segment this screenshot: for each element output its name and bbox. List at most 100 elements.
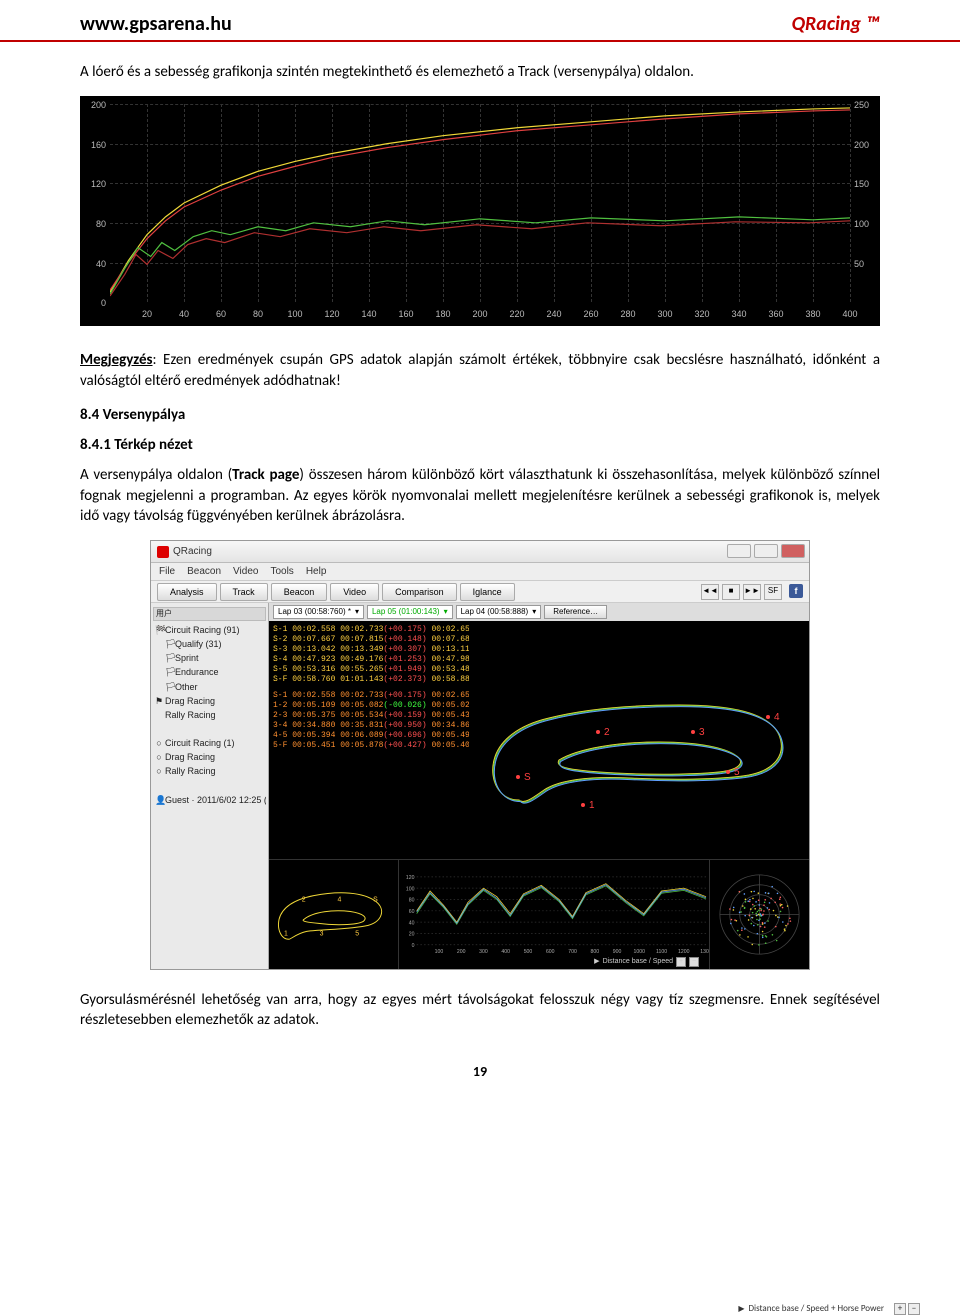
para841-b: Track page [232,466,299,484]
lap-select-1[interactable]: Lap 05 (01:00:143)▾ [367,605,453,619]
page-content: A lóerő és a sebesség grafikonja szintén… [0,42,960,1055]
qracing-screenshot: QRacing FileBeaconVideoToolsHelp Analysi… [150,540,810,970]
section-841-paragraph: A versenypálya oldalon (Track page) össz… [80,465,880,526]
speed-chart: 0204060801001201002003004005006007008009… [399,860,709,969]
chart1-zoom-out-button[interactable]: − [908,1303,920,1315]
svg-text:1300: 1300 [700,949,709,955]
speedchart-zoom-in[interactable]: + [676,957,686,967]
chart1-legend: ▶ Distance base / Speed + Horse Power + … [738,1303,920,1315]
note-text: : Ezen eredmények csupán GPS adatok alap… [80,351,880,389]
tree-node[interactable]: 🏳Endurance [153,665,266,679]
window-title: QRacing [173,545,803,559]
svg-text:3: 3 [320,930,324,937]
section-8-4-1: 8.4.1 Térkép nézet [80,435,880,455]
note-paragraph: Megjegyzés: Ezen eredmények csupán GPS a… [80,350,880,391]
svg-text:800: 800 [590,949,599,955]
para841-a: A versenypálya oldalon ( [80,466,232,484]
svg-text:0: 0 [412,943,415,949]
facebook-icon[interactable]: f [789,584,803,598]
svg-text:2: 2 [604,727,610,738]
tab-comparison[interactable]: Comparison [382,583,457,601]
svg-text:1: 1 [284,930,288,937]
chart1-zoom-in-button[interactable]: + [894,1303,906,1315]
tree-node[interactable]: Rally Racing [153,708,266,722]
page-header: www.gpsarena.hu QRacing ™ [0,0,960,42]
app-icon [157,546,169,558]
menu-help[interactable]: Help [306,565,327,578]
playback-button[interactable]: ►► [743,584,761,600]
menu-beacon[interactable]: Beacon [187,565,221,578]
svg-text:80: 80 [409,898,415,904]
intro-paragraph: A lóerő és a sebesség grafikonja szintén… [80,62,880,82]
lap-select-row: Lap 03 (00:58:760) *▾Lap 05 (01:00:143)▾… [269,603,809,621]
window-close-button[interactable] [781,544,805,558]
speedchart-legend-text: Distance base / Speed [603,957,673,966]
tab-beacon[interactable]: Beacon [271,583,328,601]
svg-text:S: S [373,897,378,904]
svg-text:4: 4 [774,712,780,723]
note-label: Megjegyzés [80,351,153,369]
lap-select-2[interactable]: Lap 04 (00:58:888)▾ [456,605,542,619]
tree-node[interactable]: 🏳Qualify (31) [153,637,266,651]
svg-text:700: 700 [568,949,577,955]
menubar: File Beacon Video Tools Help [151,563,809,581]
tab-video[interactable]: Video [330,583,379,601]
svg-text:120: 120 [406,875,415,881]
svg-text:4: 4 [337,897,341,904]
playback-button[interactable]: ◄◄ [701,584,719,600]
svg-text:1200: 1200 [678,949,690,955]
menu-video[interactable]: Video [233,565,258,578]
svg-text:3: 3 [699,727,705,738]
tree-node[interactable]: ○Circuit Racing (1) [153,736,266,750]
svg-text:40: 40 [409,920,415,926]
speedchart-legend: ▶Distance base / Speed + − [594,957,699,967]
svg-text:100: 100 [406,886,415,892]
legend-arrow-icon: ▶ [738,1304,744,1315]
hp-speed-chart: 2040608010012014016018020022024026028030… [80,96,880,326]
tree-node[interactable] [153,779,266,793]
svg-text:20: 20 [409,932,415,938]
svg-text:5: 5 [734,767,740,778]
header-url: www.gpsarena.hu [80,12,232,36]
svg-text:1100: 1100 [656,949,667,955]
window-minimize-button[interactable] [727,544,751,558]
tree-node[interactable]: 👤Guest · 2011/6/02 12:25 (Qualify) [153,793,266,807]
tree-node[interactable] [153,722,266,736]
tree-node[interactable]: 🏳Other [153,680,266,694]
reference-button[interactable]: Reference… [544,605,607,619]
section-8-4: 8.4 Versenypálya [80,405,880,425]
chart1-legend-text: Distance base / Speed + Horse Power [749,1303,885,1315]
svg-text:300: 300 [479,949,488,955]
tree-node[interactable]: ○Rally Racing [153,764,266,778]
toolbar: AnalysisTrackBeaconVideoComparisonIglanc… [151,581,809,603]
svg-text:1: 1 [589,800,595,811]
svg-text:5: 5 [355,930,359,937]
tree-node[interactable]: ⚑Drag Racing [153,694,266,708]
last-paragraph: Gyorsulásmérésnél lehetőség van arra, ho… [80,990,880,1031]
tab-track[interactable]: Track [220,583,268,601]
menu-file[interactable]: File [159,565,175,578]
svg-text:1000: 1000 [634,949,646,955]
svg-text:S: S [524,772,531,783]
page-number: 19 [0,1055,960,1088]
window-maximize-button[interactable] [754,544,778,558]
svg-text:500: 500 [524,949,533,955]
tree-node[interactable]: 🏳Sprint [153,651,266,665]
playback-button[interactable]: ■ [722,584,740,600]
svg-text:900: 900 [613,949,622,955]
speedchart-zoom-out[interactable]: − [689,957,699,967]
tree-node[interactable]: ○Drag Racing [153,750,266,764]
lap-select-0[interactable]: Lap 03 (00:58:760) *▾ [273,605,364,619]
svg-text:100: 100 [435,949,444,955]
menu-tools[interactable]: Tools [270,565,293,578]
playback-button[interactable]: SF [764,584,782,600]
svg-text:60: 60 [409,909,415,915]
split-times-panel: S-1 00:02.558 00:02.733(+00.175) 00:02.6… [269,621,469,859]
tab-analysis[interactable]: Analysis [157,583,217,601]
header-brand: QRacing ™ [791,12,880,36]
svg-text:2: 2 [302,897,306,904]
tree-node[interactable]: 🏁Circuit Racing (91) [153,623,266,637]
tab-iglance[interactable]: Iglance [460,583,515,601]
minimap: 1 2 3 4 5 S [269,860,399,969]
track-map: 1 2 3 4 5 S [469,621,809,859]
